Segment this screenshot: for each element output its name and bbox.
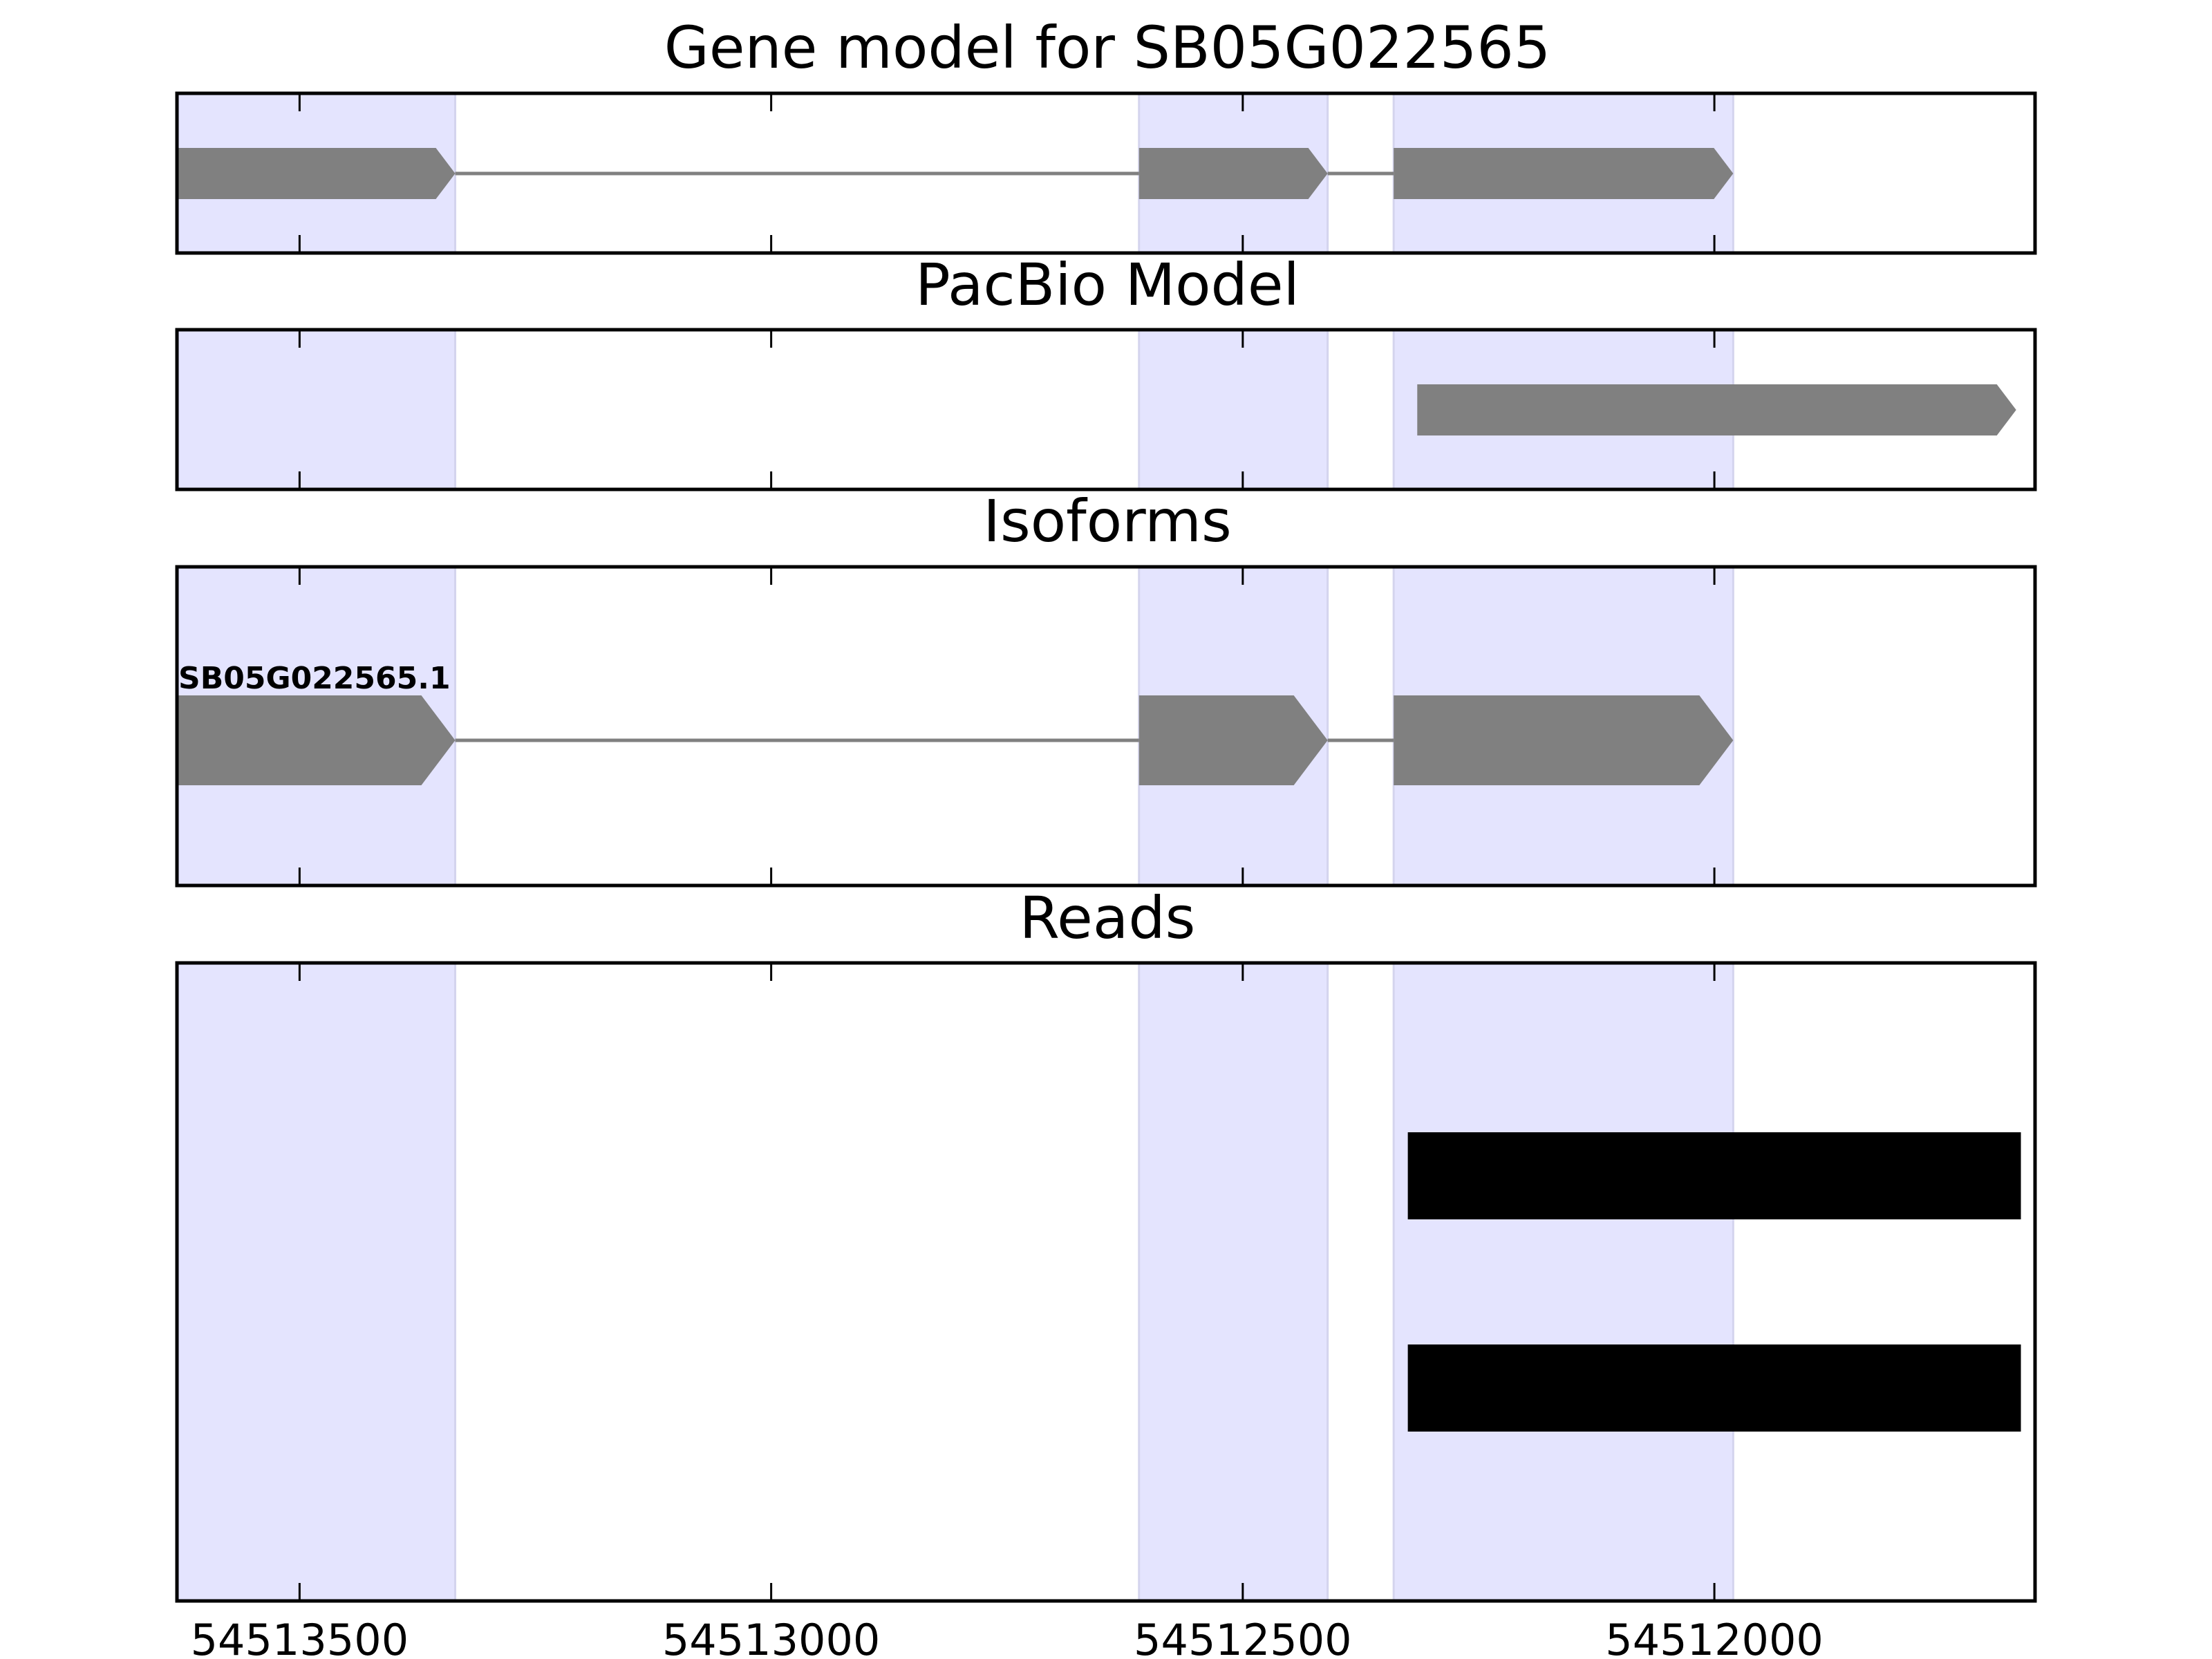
read-bar bbox=[1407, 1344, 2021, 1432]
panel-title: Reads bbox=[1020, 884, 1196, 952]
panel-pacbio-model: PacBio Model bbox=[175, 251, 2037, 491]
exon-block bbox=[177, 695, 456, 785]
exon-block bbox=[177, 148, 456, 199]
x-tick-label: 54513500 bbox=[191, 1615, 409, 1659]
highlight-region bbox=[176, 962, 457, 1602]
x-tick-label: 54512000 bbox=[1605, 1615, 1824, 1659]
axes-frame bbox=[175, 328, 2037, 491]
exon-block bbox=[1138, 148, 1328, 199]
plot-area bbox=[175, 328, 2037, 491]
x-tick-label: 54513000 bbox=[662, 1615, 881, 1659]
axes-frame bbox=[175, 565, 2037, 888]
plot-area: 54513500 54513000 54512500 54512000 bbox=[175, 961, 2037, 1659]
isoform-label: SB05G022565.1 bbox=[178, 661, 451, 696]
plot-area bbox=[175, 91, 2037, 255]
exon-block bbox=[1394, 148, 1734, 199]
highlight-region bbox=[1138, 328, 1329, 491]
panel-isoforms: Isoforms SB05G022565.1 bbox=[175, 487, 2037, 888]
panel-title: Gene model for SB05G022565 bbox=[664, 14, 1550, 82]
panel-reads: Reads 54513500 54513000 54512500 54512000 bbox=[175, 884, 2037, 1659]
exon-block bbox=[1394, 695, 1734, 785]
exon-block bbox=[1138, 695, 1328, 785]
read-bar bbox=[1407, 1132, 2021, 1219]
panel-gene-model: Gene model for SB05G022565 bbox=[175, 14, 2037, 255]
panel-title: PacBio Model bbox=[915, 251, 1300, 319]
highlight-region bbox=[1392, 962, 1734, 1602]
axes-frame bbox=[175, 961, 2037, 1603]
exon-block bbox=[1417, 384, 2016, 435]
plot-area: SB05G022565.1 bbox=[175, 565, 2037, 888]
panel-title: Isoforms bbox=[983, 487, 1232, 555]
x-tick-label: 54512500 bbox=[1134, 1615, 1352, 1659]
axes-frame bbox=[175, 91, 2037, 255]
highlight-region bbox=[176, 328, 457, 491]
highlight-region bbox=[1138, 962, 1329, 1602]
